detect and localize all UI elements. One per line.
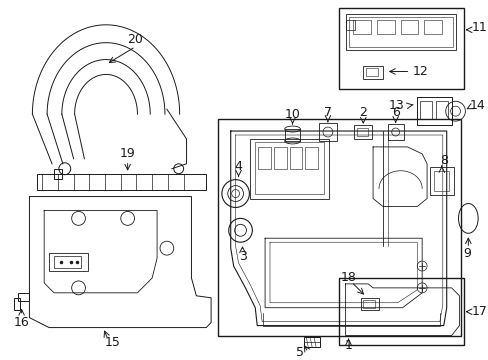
- Bar: [363, 66, 382, 80]
- Bar: [305, 147, 318, 169]
- Text: 20: 20: [127, 33, 143, 46]
- Text: 14: 14: [468, 99, 484, 112]
- Bar: [366, 68, 377, 76]
- Bar: [319, 123, 336, 141]
- Text: 2: 2: [359, 106, 366, 119]
- Bar: [435, 101, 447, 119]
- Bar: [273, 147, 286, 169]
- Bar: [416, 97, 451, 125]
- Bar: [433, 171, 448, 190]
- Text: 8: 8: [439, 154, 447, 167]
- Bar: [345, 20, 355, 30]
- Bar: [14, 298, 20, 310]
- Bar: [423, 20, 441, 34]
- Text: 7: 7: [323, 106, 331, 119]
- Bar: [429, 167, 453, 194]
- Text: 6: 6: [391, 106, 399, 119]
- Text: 19: 19: [120, 147, 135, 160]
- Bar: [258, 147, 270, 169]
- Bar: [218, 119, 461, 336]
- Text: 16: 16: [14, 316, 29, 329]
- Bar: [289, 147, 302, 169]
- Bar: [338, 278, 464, 346]
- Bar: [361, 298, 378, 310]
- Bar: [348, 17, 452, 47]
- Bar: [18, 293, 29, 301]
- Bar: [284, 129, 300, 141]
- Bar: [354, 125, 371, 139]
- Text: 17: 17: [470, 305, 486, 318]
- Text: 9: 9: [463, 247, 470, 260]
- Bar: [345, 14, 455, 50]
- Text: 11: 11: [470, 21, 486, 34]
- Bar: [338, 8, 464, 89]
- Bar: [376, 20, 394, 34]
- Bar: [304, 337, 320, 347]
- Text: 10: 10: [284, 108, 300, 121]
- Text: 4: 4: [234, 160, 242, 173]
- Bar: [255, 142, 324, 194]
- Text: 5: 5: [296, 346, 304, 359]
- Text: 3: 3: [239, 249, 247, 262]
- Bar: [54, 256, 81, 268]
- Bar: [37, 174, 206, 190]
- Text: 13: 13: [388, 99, 404, 112]
- Bar: [250, 139, 328, 198]
- Text: 18: 18: [340, 271, 356, 284]
- Bar: [353, 20, 370, 34]
- Text: 1: 1: [344, 339, 352, 352]
- Bar: [387, 124, 403, 140]
- Bar: [357, 128, 367, 136]
- Bar: [419, 101, 431, 119]
- Bar: [363, 300, 374, 308]
- Text: 15: 15: [105, 336, 121, 349]
- Bar: [49, 253, 88, 271]
- Bar: [400, 20, 417, 34]
- Text: 12: 12: [411, 65, 427, 78]
- Bar: [54, 169, 61, 179]
